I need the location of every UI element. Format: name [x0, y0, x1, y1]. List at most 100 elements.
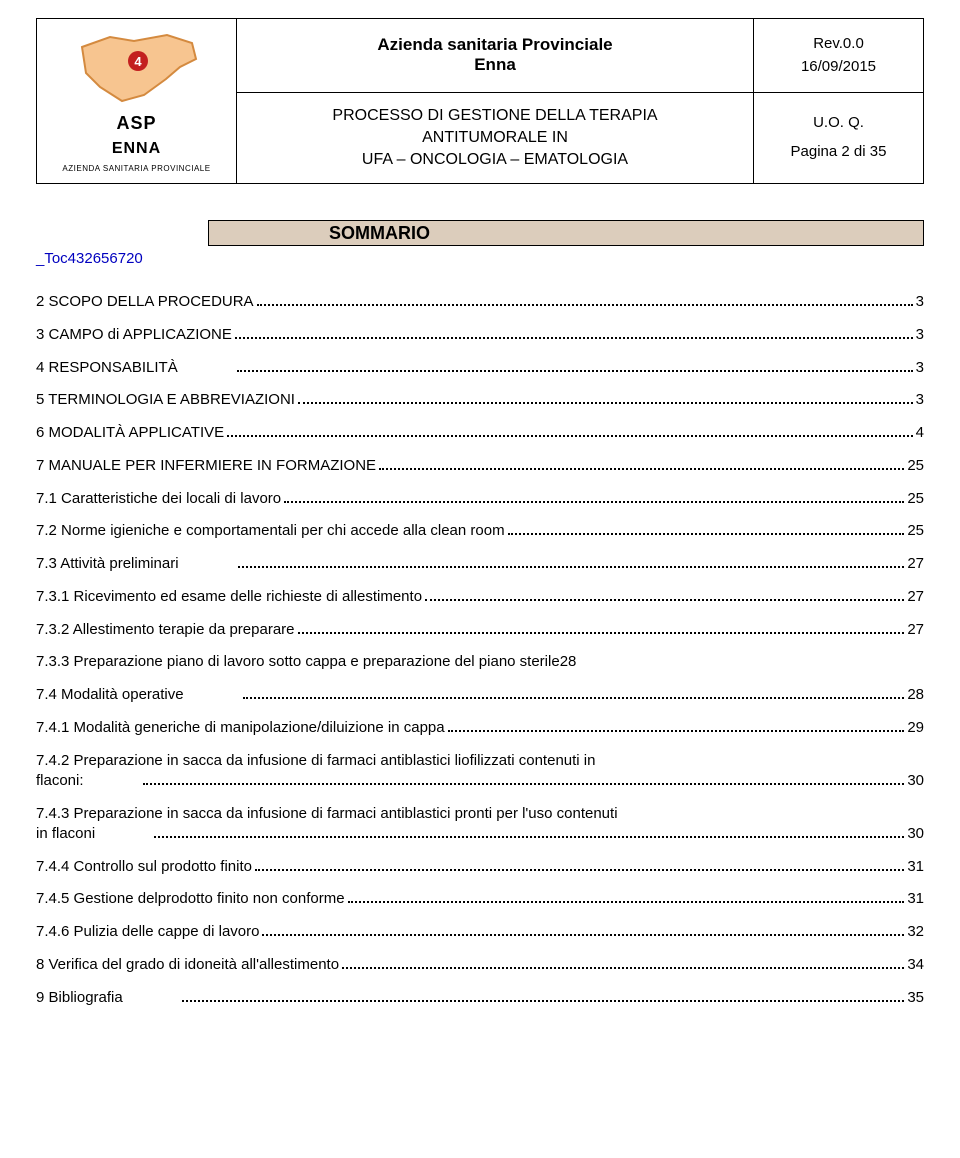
toc-page: 3 [916, 390, 924, 410]
uoq: U.O. Q. [813, 114, 864, 131]
toc-dots [257, 304, 913, 306]
toc-label: 7.2 Norme igieniche e comportamentali pe… [36, 521, 505, 541]
header-table: 4 ASP ENNA AZIENDA SANITARIA PROVINCIALE… [36, 18, 924, 184]
toc-row: 7.4.1 Modalità generiche di manipolazion… [36, 718, 924, 738]
toc-page: 34 [907, 955, 924, 975]
toc-row: 7 MANUALE PER INFERMIERE IN FORMAZIONE 25 [36, 456, 924, 476]
toc-row: 9 Bibliografia 35 [36, 988, 924, 1008]
toc-label: 7.1 Caratteristiche dei locali di lavoro [36, 489, 281, 509]
toc-row: 2 SCOPO DELLA PROCEDURA 3 [36, 292, 924, 312]
toc-row: 7.2 Norme igieniche e comportamentali pe… [36, 521, 924, 541]
toc-dots [348, 901, 905, 903]
toc-page: 30 [907, 824, 924, 844]
org-line1: Azienda sanitaria Provinciale [377, 35, 612, 54]
toc-page: 3 [916, 358, 924, 378]
toc-dots [238, 566, 905, 568]
toc-row: 7.3.1 Ricevimento ed esame delle richies… [36, 587, 924, 607]
toc-dots [255, 869, 904, 871]
toc-dots [143, 783, 905, 785]
toc-label: 9 Bibliografia [36, 988, 123, 1008]
toc-page: 28 [907, 685, 924, 705]
toc-row: 7.4 Modalità operative 28 [36, 685, 924, 705]
sommario-box: SOMMARIO [208, 220, 924, 246]
proc-line3: UFA – ONCOLOGIA – EMATOLOGIA [362, 151, 628, 168]
toc-label: 3 CAMPO di APPLICAZIONE [36, 325, 232, 345]
toc-label: 8 Verifica del grado di idoneità all'all… [36, 955, 339, 975]
toc-dots [448, 730, 905, 732]
toc-label-cont: flaconi: [36, 771, 84, 791]
logo-badge: 4 [134, 54, 142, 69]
rev: Rev.0.0 [813, 35, 864, 52]
toc-page: 27 [907, 620, 924, 640]
meta-top: Rev.0.0 16/09/2015 [754, 19, 924, 93]
toc-row: 7.3.3 Preparazione piano di lavoro sotto… [36, 652, 924, 672]
toc-page: 25 [907, 521, 924, 541]
toc-dots [508, 533, 905, 535]
toc-page: 30 [907, 771, 924, 791]
proc-cell: PROCESSO DI GESTIONE DELLA TERAPIA ANTIT… [237, 92, 754, 184]
sicily-map-icon: 4 [72, 29, 202, 107]
toc-page: 3 [916, 325, 924, 345]
toc-label: 7.4.1 Modalità generiche di manipolazion… [36, 718, 445, 738]
toc-dots [425, 599, 904, 601]
toc-anchor: _Toc432656720 [36, 250, 143, 267]
toc-page: 3 [916, 292, 924, 312]
toc-dots [237, 370, 913, 372]
toc-dots [235, 337, 913, 339]
toc-page: 31 [907, 857, 924, 877]
toc-label: 7.3.1 Ricevimento ed esame delle richies… [36, 587, 422, 607]
toc-label: 7.4.5 Gestione delprodotto finito non co… [36, 889, 345, 909]
toc-label: 7.4 Modalità operative [36, 685, 184, 705]
logo-line3: AZIENDA SANITARIA PROVINCIALE [62, 164, 210, 173]
toc-dots [243, 697, 905, 699]
toc-page: 31 [907, 889, 924, 909]
meta-bottom: U.O. Q. Pagina 2 di 35 [754, 92, 924, 184]
toc-row: 4 RESPONSABILITÀ 3 [36, 358, 924, 378]
toc-label: 7.3 Attività preliminari [36, 554, 179, 574]
toc-page: 27 [907, 554, 924, 574]
logo-box: 4 ASP ENNA AZIENDA SANITARIA PROVINCIALE [47, 29, 226, 173]
toc-page: 25 [907, 489, 924, 509]
toc-label: 4 RESPONSABILITÀ [36, 358, 178, 378]
toc-row: 7.4.6 Pulizia delle cappe di lavoro 32 [36, 922, 924, 942]
date: 16/09/2015 [801, 58, 876, 75]
toc-page: 35 [907, 988, 924, 1008]
toc-label: 7 MANUALE PER INFERMIERE IN FORMAZIONE [36, 456, 376, 476]
page-num: Pagina 2 di 35 [791, 143, 887, 160]
toc-dots [227, 435, 913, 437]
toc-page: 32 [907, 922, 924, 942]
toc-row: 7.4.2 Preparazione in sacca da infusione… [36, 751, 924, 792]
toc-label: 6 MODALITÀ APPLICATIVE [36, 423, 224, 443]
proc-line1: PROCESSO DI GESTIONE DELLA TERAPIA [332, 107, 657, 124]
toc-dots [154, 836, 904, 838]
toc-label: 7.3.2 Allestimento terapie da preparare [36, 620, 295, 640]
toc-label: 2 SCOPO DELLA PROCEDURA [36, 292, 254, 312]
toc-dots [298, 632, 905, 634]
toc-page: 25 [907, 456, 924, 476]
toc-label: 7.4.4 Controllo sul prodotto finito [36, 857, 252, 877]
toc-dots [262, 934, 904, 936]
toc-row: 7.4.5 Gestione delprodotto finito non co… [36, 889, 924, 909]
toc-row: 7.4.4 Controllo sul prodotto finito 31 [36, 857, 924, 877]
toc-row: 3 CAMPO di APPLICAZIONE 3 [36, 325, 924, 345]
toc-page: 27 [907, 587, 924, 607]
toc: 2 SCOPO DELLA PROCEDURA33 CAMPO di APPLI… [36, 292, 924, 1008]
toc-dots [182, 1000, 905, 1002]
toc-label-cont: in flaconi [36, 824, 95, 844]
toc-page: 29 [907, 718, 924, 738]
sommario-block: SOMMARIO _Toc432656720 [36, 222, 924, 250]
logo-line1: ASP [116, 113, 156, 134]
toc-label: 5 TERMINOLOGIA E ABBREVIAZIONI [36, 390, 295, 410]
toc-row: 7.3.2 Allestimento terapie da preparare 2… [36, 620, 924, 640]
toc-label: 7.4.6 Pulizia delle cappe di lavoro [36, 922, 259, 942]
toc-dots [342, 967, 904, 969]
toc-row: 7.3 Attività preliminari 27 [36, 554, 924, 574]
toc-label: 7.4.3 Preparazione in sacca da infusione… [36, 804, 924, 824]
toc-row: 7.4.3 Preparazione in sacca da infusione… [36, 804, 924, 845]
toc-page: 4 [916, 423, 924, 443]
toc-dots [379, 468, 904, 470]
toc-dots [298, 402, 913, 404]
logo-line2: ENNA [112, 140, 161, 158]
sommario-label: SOMMARIO [209, 223, 430, 244]
proc-line2: ANTITUMORALE IN [422, 129, 568, 146]
